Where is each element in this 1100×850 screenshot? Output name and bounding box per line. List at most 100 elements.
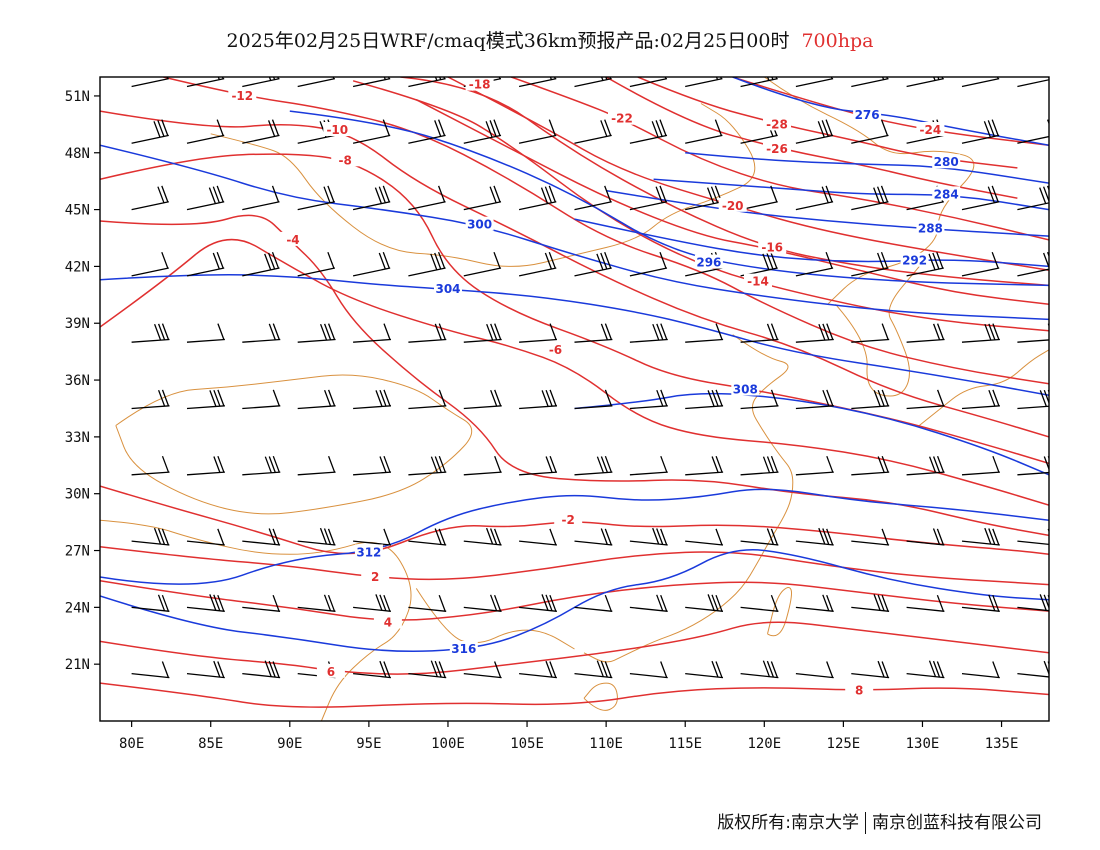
- wind-barb: [795, 185, 834, 211]
- wind-barb: [629, 594, 668, 612]
- temperature-label-bg: [373, 614, 402, 629]
- height-label: 292: [902, 254, 927, 268]
- wind-barb: [131, 185, 169, 211]
- wind-barb: [353, 323, 392, 343]
- wind-barb: [629, 77, 668, 88]
- wind-barb: [574, 455, 613, 476]
- wind-barb: [961, 323, 1000, 343]
- wind-barb: [408, 251, 446, 277]
- temperature-isotherm: [637, 77, 1018, 169]
- height-label-bg: [932, 186, 961, 201]
- wind-barb: [851, 77, 889, 88]
- temperature-label-bg: [554, 512, 583, 527]
- height-contour: [100, 144, 1049, 321]
- map-title: 2025年02月25日WRF/cmaq模式36km预报产品:02月25日00时 7…: [0, 26, 1100, 53]
- wind-barb: [408, 323, 447, 343]
- wind-barb: [961, 119, 1000, 144]
- wind-barb: [463, 323, 502, 343]
- wind-barb: [685, 528, 724, 546]
- wind-barb: [795, 77, 834, 88]
- wind-barb: [851, 455, 890, 476]
- wind-barb: [795, 594, 834, 612]
- map-frame: [99, 76, 1050, 722]
- y-tick-label: 21N: [65, 657, 90, 673]
- wind-barb: [629, 119, 668, 144]
- temperature-label: -10: [326, 123, 348, 137]
- height-label: 316: [451, 642, 476, 656]
- wind-barb: [740, 528, 779, 546]
- wind-barb: [242, 251, 280, 277]
- y-axis: 51N 48N 45N 42N 39N 36N 33N 30N 27N 24N 21N: [65, 89, 100, 673]
- temperature-label-bg: [763, 141, 791, 155]
- wind-barb: [186, 528, 225, 546]
- temperature-isotherm: [100, 580, 1049, 621]
- y-tick-label: 30N: [65, 487, 90, 503]
- wind-barb: [851, 323, 890, 343]
- wind-barb: [685, 77, 723, 88]
- height-contour: [574, 392, 1049, 476]
- temperature-isotherm: [447, 77, 1049, 271]
- temperature-contours: [100, 77, 1049, 708]
- wind-barb: [961, 77, 1000, 88]
- height-contour: [100, 274, 1049, 396]
- boundary-yunnan-border: [415, 588, 575, 650]
- wind-barb: [463, 527, 502, 546]
- wind-barb: [795, 251, 834, 277]
- boundary-layer: [100, 77, 1049, 721]
- height-label-bg: [434, 281, 462, 296]
- wind-barb: [131, 527, 170, 546]
- wind-barb: [518, 119, 557, 144]
- wind-barb: [186, 77, 225, 88]
- height-label-bg: [932, 154, 961, 169]
- height-contour: [100, 549, 1049, 653]
- height-label: 300: [467, 218, 492, 232]
- wind-barb: [795, 119, 834, 144]
- x-axis: 80E 85E 90E 95E 100E 105E 110E 115E 120E 125E 130E…: [119, 721, 1018, 752]
- wind-barb: [186, 119, 225, 144]
- temperature-label-bg: [541, 341, 570, 356]
- wind-barb: [906, 528, 945, 546]
- height-contour: [685, 152, 1049, 184]
- y-tick-label: 27N: [65, 544, 90, 560]
- wind-barb: [574, 594, 613, 612]
- x-tick-label: 105E: [510, 736, 544, 752]
- wind-barb: [463, 185, 502, 211]
- temperature-label-bg: [608, 110, 636, 125]
- height-label: 288: [918, 222, 943, 236]
- temperature-label: -24: [920, 123, 942, 137]
- pressure-level-label: 700hpa: [801, 30, 874, 52]
- wind-barb: [629, 527, 668, 546]
- y-tick-label: 45N: [65, 203, 90, 219]
- temperature-isotherm: [352, 80, 1049, 332]
- y-tick-label: 33N: [65, 430, 90, 446]
- temperature-label-bg: [316, 663, 345, 678]
- temperature-label-bg: [279, 231, 307, 246]
- wind-barb: [740, 185, 778, 211]
- wind-barbs: [131, 77, 1049, 679]
- height-label-bg: [694, 254, 723, 269]
- y-tick-label: 51N: [65, 89, 90, 105]
- wind-barb: [961, 455, 1000, 476]
- temperature-label: -6: [549, 343, 562, 357]
- wind-barb: [851, 594, 890, 612]
- wind-barb: [186, 594, 225, 612]
- wind-barb: [740, 77, 778, 88]
- contour-labels: -28-26-24-22-20-18-16-14-12-10-8-6-4-224…: [228, 76, 961, 698]
- temperature-isotherm: [163, 77, 1049, 385]
- wind-barb: [186, 389, 225, 410]
- boundary-hainan: [583, 682, 618, 711]
- wind-barb: [408, 528, 447, 546]
- temperature-isotherm: [732, 77, 1049, 146]
- wind-barb: [353, 389, 392, 410]
- temperature-label-bg: [845, 682, 874, 697]
- wind-barb: [131, 661, 170, 679]
- wind-barb: [519, 389, 558, 410]
- wind-barb: [242, 594, 281, 612]
- y-tick-label: 24N: [65, 600, 90, 616]
- wind-barb: [297, 527, 336, 546]
- wind-barb: [352, 119, 391, 144]
- temperature-label: -14: [747, 275, 769, 289]
- wind-barb: [961, 661, 1000, 679]
- wind-barb: [463, 455, 502, 476]
- temperature-isotherm: [100, 682, 1049, 708]
